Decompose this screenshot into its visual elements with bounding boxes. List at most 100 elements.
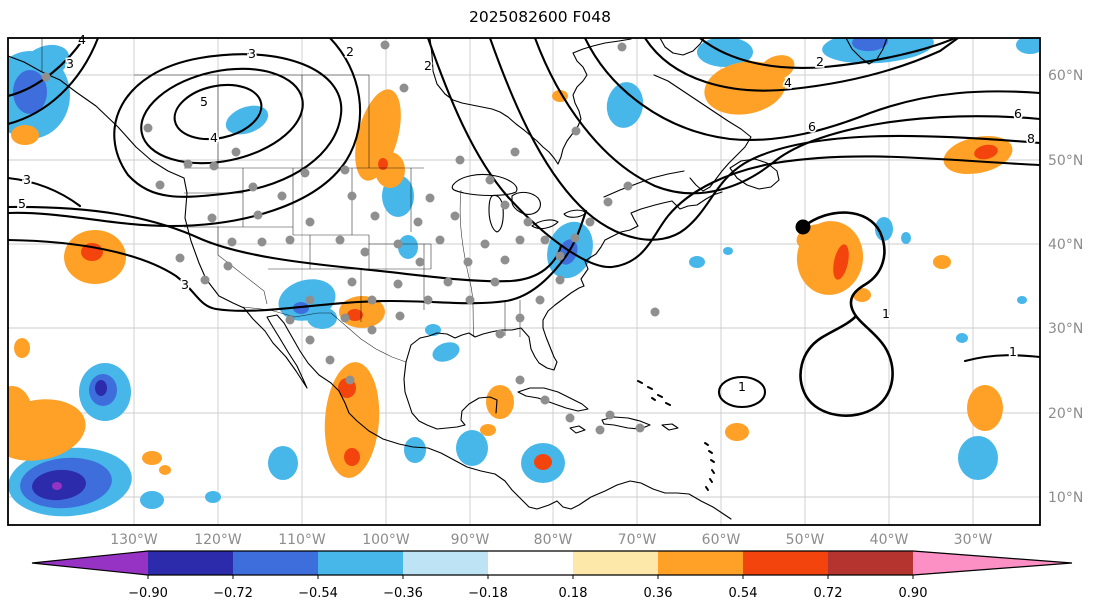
station-dot	[223, 261, 233, 271]
contour-label: 3	[248, 46, 256, 61]
shaded-anomaly-cyan	[307, 307, 337, 329]
station-dot	[305, 335, 315, 345]
station-dot	[340, 165, 350, 175]
contour-lines	[8, 38, 1040, 409]
station-dot	[175, 253, 185, 263]
shaded-anomaly-cyan	[140, 491, 164, 509]
contour-label: 4	[210, 130, 218, 145]
shaded-anomaly-blue	[293, 302, 309, 314]
station-dot	[209, 161, 219, 171]
lat-tick-label: 30°N	[1048, 321, 1083, 337]
shaded-anomaly-orange	[759, 55, 795, 81]
station-dot	[495, 329, 505, 339]
colorbar-tick-label: 0.72	[814, 586, 843, 601]
shaded-anomaly-cyan	[1017, 296, 1027, 304]
lon-tick-label: 40°W	[870, 532, 909, 548]
lon-tick-label: 70°W	[618, 532, 657, 548]
shaded-anomaly-cyan	[225, 105, 269, 135]
shaded-anomaly-orange	[142, 451, 162, 465]
contour-label: 4	[78, 32, 86, 47]
shaded-anomaly-cyan	[1016, 38, 1040, 54]
station-dot	[360, 247, 370, 257]
station-dot	[277, 191, 287, 201]
lat-tick-label: 20°N	[1048, 406, 1083, 422]
shaded-anomaly-cyan	[958, 436, 998, 480]
colorbar-tick-label: −0.90	[128, 586, 168, 601]
shaded-anomaly-cyan	[456, 430, 488, 466]
station-dot	[335, 235, 345, 245]
lon-tick-label: 120°W	[194, 532, 242, 548]
contour-label: 6	[1014, 106, 1022, 121]
station-dot	[253, 210, 263, 220]
station-dot	[200, 275, 210, 285]
shaded-anomaly-red	[347, 309, 363, 321]
state-borders	[41, 38, 521, 363]
colorbar-segment	[148, 551, 233, 575]
station-dot	[500, 255, 510, 265]
lon-tick-label: 50°W	[786, 532, 825, 548]
station-dot	[617, 42, 627, 52]
colorbar-over-arrow	[913, 551, 1072, 575]
colorbar: −0.90 −0.72 −0.54 −0.36 −0.18 0.18 0.36 0.54 0.7…	[31, 550, 1073, 601]
shaded-anomaly-red	[534, 454, 552, 470]
station-dot	[305, 217, 315, 227]
station-dot	[571, 126, 581, 136]
station-dot	[565, 413, 575, 423]
contour-label: 5	[200, 94, 208, 109]
lat-tick-label: 10°N	[1048, 490, 1083, 506]
station-dot	[535, 295, 545, 305]
shaded-anomaly-orange	[159, 465, 171, 475]
station-dot	[41, 72, 51, 82]
shaded-anomaly-cyan	[606, 82, 644, 128]
station-dot	[423, 295, 433, 305]
shaded-anomaly-orange	[8, 386, 32, 438]
station-dot	[347, 277, 357, 287]
contour-label: 3	[23, 172, 31, 187]
colorbar-segment	[403, 551, 488, 575]
station-dot	[515, 375, 525, 385]
station-dot	[450, 211, 460, 221]
station-dot	[635, 423, 645, 433]
contour-label: 4	[784, 75, 792, 90]
contour-label: 5	[18, 196, 26, 211]
lon-tick-label: 80°W	[534, 532, 573, 548]
lon-tick-label: 60°W	[702, 532, 741, 548]
colorbar-segment	[233, 551, 318, 575]
shaded-anomaly-orange	[967, 385, 1003, 431]
station-dot	[347, 191, 357, 201]
shaded-anomaly-orange	[933, 255, 951, 269]
station-dot	[367, 295, 377, 305]
storm-track	[795, 211, 894, 417]
shaded-anomaly-orange	[14, 338, 30, 358]
contour-label: 2	[346, 44, 354, 59]
chart-title: 2025082600 F048	[469, 8, 611, 26]
station-dot	[585, 217, 595, 227]
station-dot	[463, 257, 473, 267]
station-dot	[510, 147, 520, 157]
station-dot	[300, 168, 310, 178]
station-dot	[465, 295, 475, 305]
coastlines	[8, 38, 888, 520]
shaded-anomaly-red	[974, 144, 998, 160]
station-dot	[183, 159, 193, 169]
station-dots	[41, 40, 660, 435]
station-dot	[345, 375, 355, 385]
shaded-anomaly-cyan	[22, 44, 70, 80]
contour-label: 6	[808, 119, 816, 134]
lon-tick-label: 30°W	[954, 532, 993, 548]
contour-label: 1	[738, 379, 746, 394]
storm-position-dot	[795, 219, 811, 235]
station-dot	[285, 235, 295, 245]
colorbar-tick-label: 0.54	[729, 586, 758, 601]
shaded-anomaly-cyan	[404, 437, 426, 463]
colorbar-segment	[828, 551, 913, 575]
station-dot	[500, 200, 510, 210]
contour-label: 3	[66, 56, 74, 71]
station-dot	[415, 257, 425, 267]
contour-label: 2	[424, 58, 432, 73]
station-dot	[155, 180, 165, 190]
station-dot	[395, 311, 405, 321]
